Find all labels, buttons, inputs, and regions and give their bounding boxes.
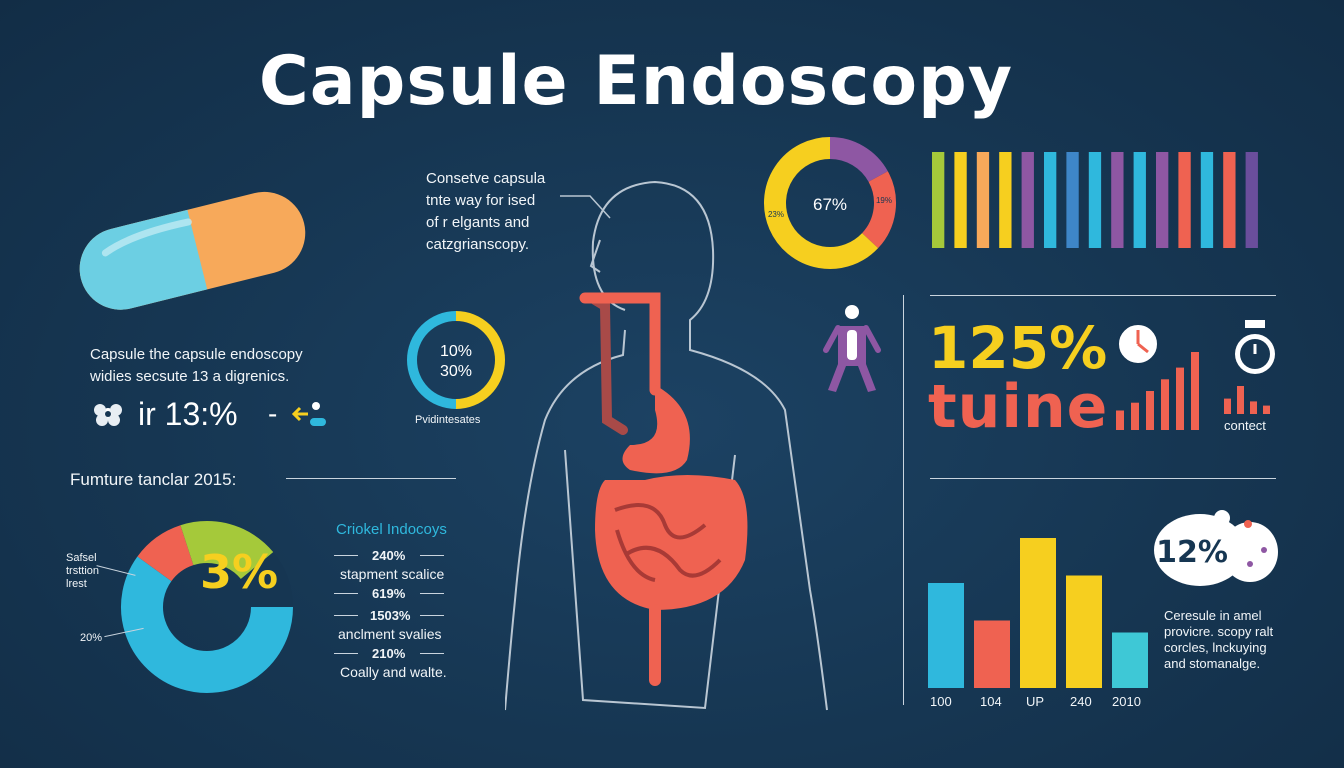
stripe-2	[954, 152, 967, 248]
stripe-10	[1133, 152, 1146, 248]
legend-list: 240% stapment scalice 619% 1503% anclmen…	[334, 542, 464, 702]
legend-text-4: Coally and walte.	[340, 664, 447, 680]
big-word: tuine	[928, 372, 1109, 442]
bar-category-1: 100	[930, 694, 952, 709]
stripe-6	[1044, 152, 1057, 248]
stripe-7	[1066, 152, 1079, 248]
bar-3	[1020, 538, 1056, 688]
top-donut-right-label: 19%	[876, 196, 892, 205]
legend-text-1: stapment scalice	[340, 566, 445, 582]
rule-top-right	[930, 295, 1276, 296]
legend-value-4: 210%	[372, 646, 406, 661]
legend-value-2: 619%	[372, 586, 406, 601]
future-bottom-legend: 20%	[80, 632, 103, 644]
clock-icon	[1117, 323, 1159, 365]
small-donut-segment-2	[407, 311, 457, 409]
mini-bar2-2	[1237, 386, 1244, 414]
color-stripes	[932, 152, 1258, 248]
stripe-14	[1223, 152, 1236, 248]
stripe-4	[999, 152, 1012, 248]
bar-4	[1066, 575, 1102, 688]
top-donut-segment-2	[861, 171, 896, 249]
top-donut: 67% 23% 19%	[764, 137, 896, 269]
future-heading: Fumture tanclar 2015:	[70, 470, 237, 489]
bar-chart	[928, 538, 1148, 688]
mini-bar-chart-2	[1224, 386, 1270, 414]
page-title: Capsule Endoscopy	[258, 42, 1014, 121]
small-donut-top-label: 10%	[440, 343, 472, 360]
mini-bar-4	[1161, 379, 1169, 430]
future-heading-rule	[286, 478, 456, 479]
stripe-15	[1245, 152, 1258, 248]
top-donut-segment-1	[829, 137, 888, 183]
bar-chart-categories: 100 104 UP 240 2010	[920, 694, 1160, 710]
legend-text-3: anclment svalies	[338, 626, 442, 642]
stripe-5	[1021, 152, 1034, 248]
top-donut-center-label: 67%	[813, 195, 847, 214]
mini-bar-3	[1146, 391, 1154, 430]
legend-value-1: 240%	[372, 548, 406, 563]
rule-vertical	[903, 295, 904, 705]
mini-bar2-1	[1224, 398, 1231, 414]
intestines	[595, 475, 748, 610]
future-big-label: 3%	[200, 545, 279, 599]
future-donut-segment-2	[240, 552, 293, 608]
legend-value-3: 1503%	[370, 608, 411, 623]
top-donut-segment-3	[764, 137, 879, 269]
contect-label: contect	[1224, 418, 1266, 433]
future-donut-segment-5	[180, 521, 208, 566]
top-donut-left-label: 23%	[768, 210, 784, 219]
future-donut	[121, 521, 293, 693]
stripe-3	[976, 152, 990, 248]
bar-category-3: UP	[1026, 694, 1045, 709]
stripe-12	[1178, 152, 1191, 248]
mini-bar-chart	[1116, 352, 1199, 430]
small-donut-caption: Pvidintesates	[415, 414, 481, 426]
stripe-13	[1200, 152, 1214, 248]
future-left-legend: Safsel trsttion lrest	[66, 552, 100, 590]
small-donut: 10% 30%	[407, 311, 505, 409]
future-donut-segment-4	[137, 525, 195, 582]
stat-dash: -	[268, 398, 278, 429]
flower-icon	[94, 404, 122, 426]
capsule-stat: ir 13:%	[138, 396, 238, 432]
small-donut-bottom-label: 30%	[440, 363, 472, 380]
stripe-8	[1088, 152, 1102, 248]
future-donut-segment-1	[206, 521, 274, 580]
capsule-illustration	[79, 191, 306, 310]
bar-category-5: 2010	[1112, 694, 1141, 709]
capsule-blue-half	[79, 209, 208, 310]
stripe-9	[1111, 152, 1124, 248]
stopwatch-icon	[1235, 320, 1275, 374]
stripe-1	[932, 152, 945, 248]
capsule-caption: Capsule the capsule endoscopy widies sec…	[90, 346, 303, 385]
mini-bar-2	[1131, 402, 1139, 430]
mini-bar-6	[1191, 352, 1199, 430]
mini-bar-1	[1116, 410, 1124, 430]
mini-bar2-3	[1250, 401, 1257, 414]
mini-bar2-4	[1263, 405, 1270, 414]
legend-heading: Criokel Indocoys	[336, 521, 447, 538]
bar-2	[974, 620, 1010, 688]
head-annotation: Consetve capsula tnte way for ised of r …	[426, 170, 546, 253]
percent-badge: 12%	[1154, 510, 1278, 586]
human-body-illustration	[505, 180, 828, 711]
mini-bar-5	[1176, 367, 1184, 430]
stomach	[622, 385, 690, 474]
badge-label: 12%	[1156, 535, 1228, 570]
stripe-11	[1156, 152, 1169, 248]
annotation-pointer	[560, 195, 611, 219]
capsule-arrows-icon	[291, 402, 326, 426]
rule-mid-right	[930, 478, 1276, 479]
big-percent: 125%	[928, 314, 1108, 382]
bar-category-2: 104	[980, 694, 1002, 709]
future-donut-segment-3	[121, 556, 293, 693]
small-donut-segment-1	[455, 311, 505, 409]
bar-5	[1112, 632, 1148, 688]
bottom-right-text: Ceresule in amel provicre. scopy ralt co…	[1164, 608, 1274, 671]
bar-category-4: 240	[1070, 694, 1092, 709]
person-icon	[823, 305, 881, 392]
bar-1	[928, 583, 964, 688]
